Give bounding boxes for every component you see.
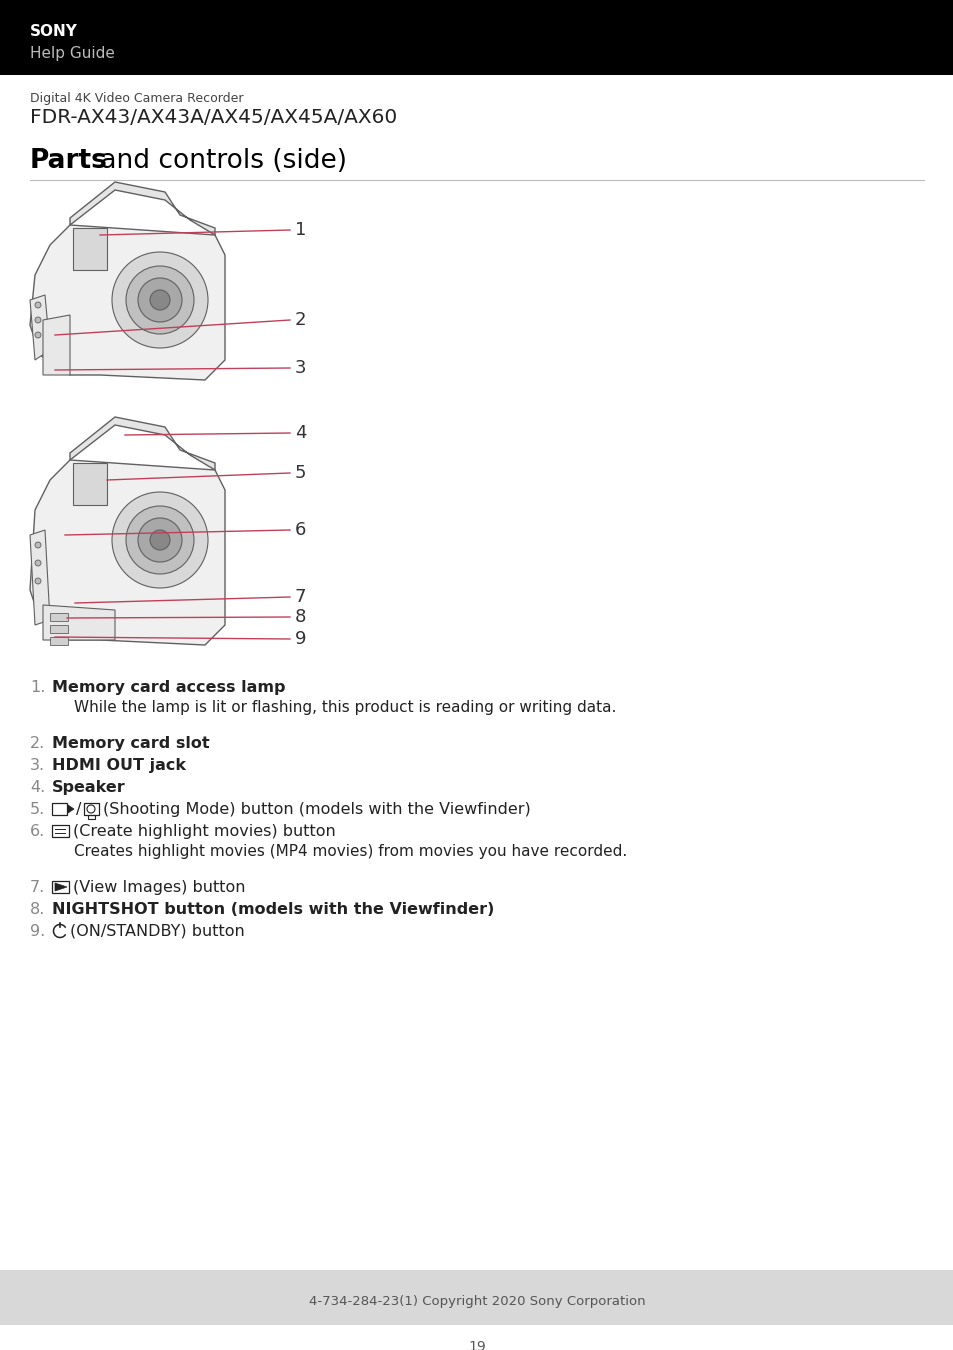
Polygon shape xyxy=(30,531,50,625)
Text: /: / xyxy=(76,802,81,817)
Circle shape xyxy=(35,332,41,338)
Polygon shape xyxy=(73,463,107,505)
Text: Speaker: Speaker xyxy=(52,780,126,795)
Polygon shape xyxy=(68,805,74,813)
Polygon shape xyxy=(30,296,50,360)
Circle shape xyxy=(126,506,193,574)
Circle shape xyxy=(35,578,41,585)
Text: 19: 19 xyxy=(468,1341,485,1350)
Text: 4: 4 xyxy=(294,424,306,441)
Text: 1: 1 xyxy=(294,221,306,239)
Bar xyxy=(50,613,68,621)
Text: 2: 2 xyxy=(294,310,306,329)
Polygon shape xyxy=(43,315,70,375)
Polygon shape xyxy=(43,605,115,640)
Bar xyxy=(52,803,67,815)
Text: Memory card slot: Memory card slot xyxy=(52,736,210,751)
Text: 7.: 7. xyxy=(30,880,45,895)
Text: Creates highlight movies (MP4 movies) from movies you have recorded.: Creates highlight movies (MP4 movies) fr… xyxy=(74,844,626,859)
Text: Help Guide: Help Guide xyxy=(30,46,114,61)
Text: (Shooting Mode) button (models with the Viewfinder): (Shooting Mode) button (models with the … xyxy=(103,802,530,817)
Circle shape xyxy=(35,560,41,566)
Circle shape xyxy=(112,491,208,589)
Circle shape xyxy=(150,290,170,310)
Text: SONY: SONY xyxy=(30,24,78,39)
Polygon shape xyxy=(70,182,214,235)
Circle shape xyxy=(35,317,41,323)
Text: 9: 9 xyxy=(294,630,306,648)
Text: 8: 8 xyxy=(294,608,306,626)
Text: 2.: 2. xyxy=(30,736,45,751)
Text: 6: 6 xyxy=(294,521,306,539)
Text: 4.: 4. xyxy=(30,780,45,795)
Bar xyxy=(50,637,68,645)
Bar xyxy=(88,815,95,819)
Bar xyxy=(0,1270,953,1324)
Text: 3: 3 xyxy=(294,359,306,377)
Text: FDR-AX43/AX43A/AX45/AX45A/AX60: FDR-AX43/AX43A/AX45/AX45A/AX60 xyxy=(30,108,396,127)
Text: NIGHTSHOT button (models with the Viewfinder): NIGHTSHOT button (models with the Viewfi… xyxy=(52,902,494,917)
Text: 6.: 6. xyxy=(30,824,45,838)
Circle shape xyxy=(35,302,41,308)
Text: (View Images) button: (View Images) button xyxy=(73,880,245,895)
Polygon shape xyxy=(30,225,225,379)
Circle shape xyxy=(150,531,170,549)
Polygon shape xyxy=(30,460,225,645)
Polygon shape xyxy=(73,228,107,270)
Circle shape xyxy=(138,278,182,323)
Text: 7: 7 xyxy=(294,589,306,606)
Text: 8.: 8. xyxy=(30,902,46,917)
Bar xyxy=(50,625,68,633)
Bar xyxy=(52,825,69,837)
Text: 5: 5 xyxy=(294,464,306,482)
Text: Memory card access lamp: Memory card access lamp xyxy=(52,680,285,695)
Circle shape xyxy=(138,518,182,562)
Text: 4-734-284-23(1) Copyright 2020 Sony Corporation: 4-734-284-23(1) Copyright 2020 Sony Corp… xyxy=(309,1296,644,1308)
Text: and controls (side): and controls (side) xyxy=(91,148,347,174)
Text: (Create highlight movies) button: (Create highlight movies) button xyxy=(73,824,335,838)
Text: 5.: 5. xyxy=(30,802,45,817)
Text: 3.: 3. xyxy=(30,757,45,774)
Text: 1.: 1. xyxy=(30,680,46,695)
Bar xyxy=(52,882,69,892)
Text: While the lamp is lit or flashing, this product is reading or writing data.: While the lamp is lit or flashing, this … xyxy=(74,701,616,716)
Circle shape xyxy=(126,266,193,333)
Text: (ON/STANDBY) button: (ON/STANDBY) button xyxy=(70,923,245,940)
Text: Parts: Parts xyxy=(30,148,108,174)
Bar xyxy=(0,0,953,76)
Bar xyxy=(84,803,99,815)
Text: Digital 4K Video Camera Recorder: Digital 4K Video Camera Recorder xyxy=(30,92,243,105)
Text: 9.: 9. xyxy=(30,923,45,940)
Text: HDMI OUT jack: HDMI OUT jack xyxy=(52,757,186,774)
Polygon shape xyxy=(55,883,67,891)
Circle shape xyxy=(112,252,208,348)
Circle shape xyxy=(35,541,41,548)
Polygon shape xyxy=(70,417,214,470)
